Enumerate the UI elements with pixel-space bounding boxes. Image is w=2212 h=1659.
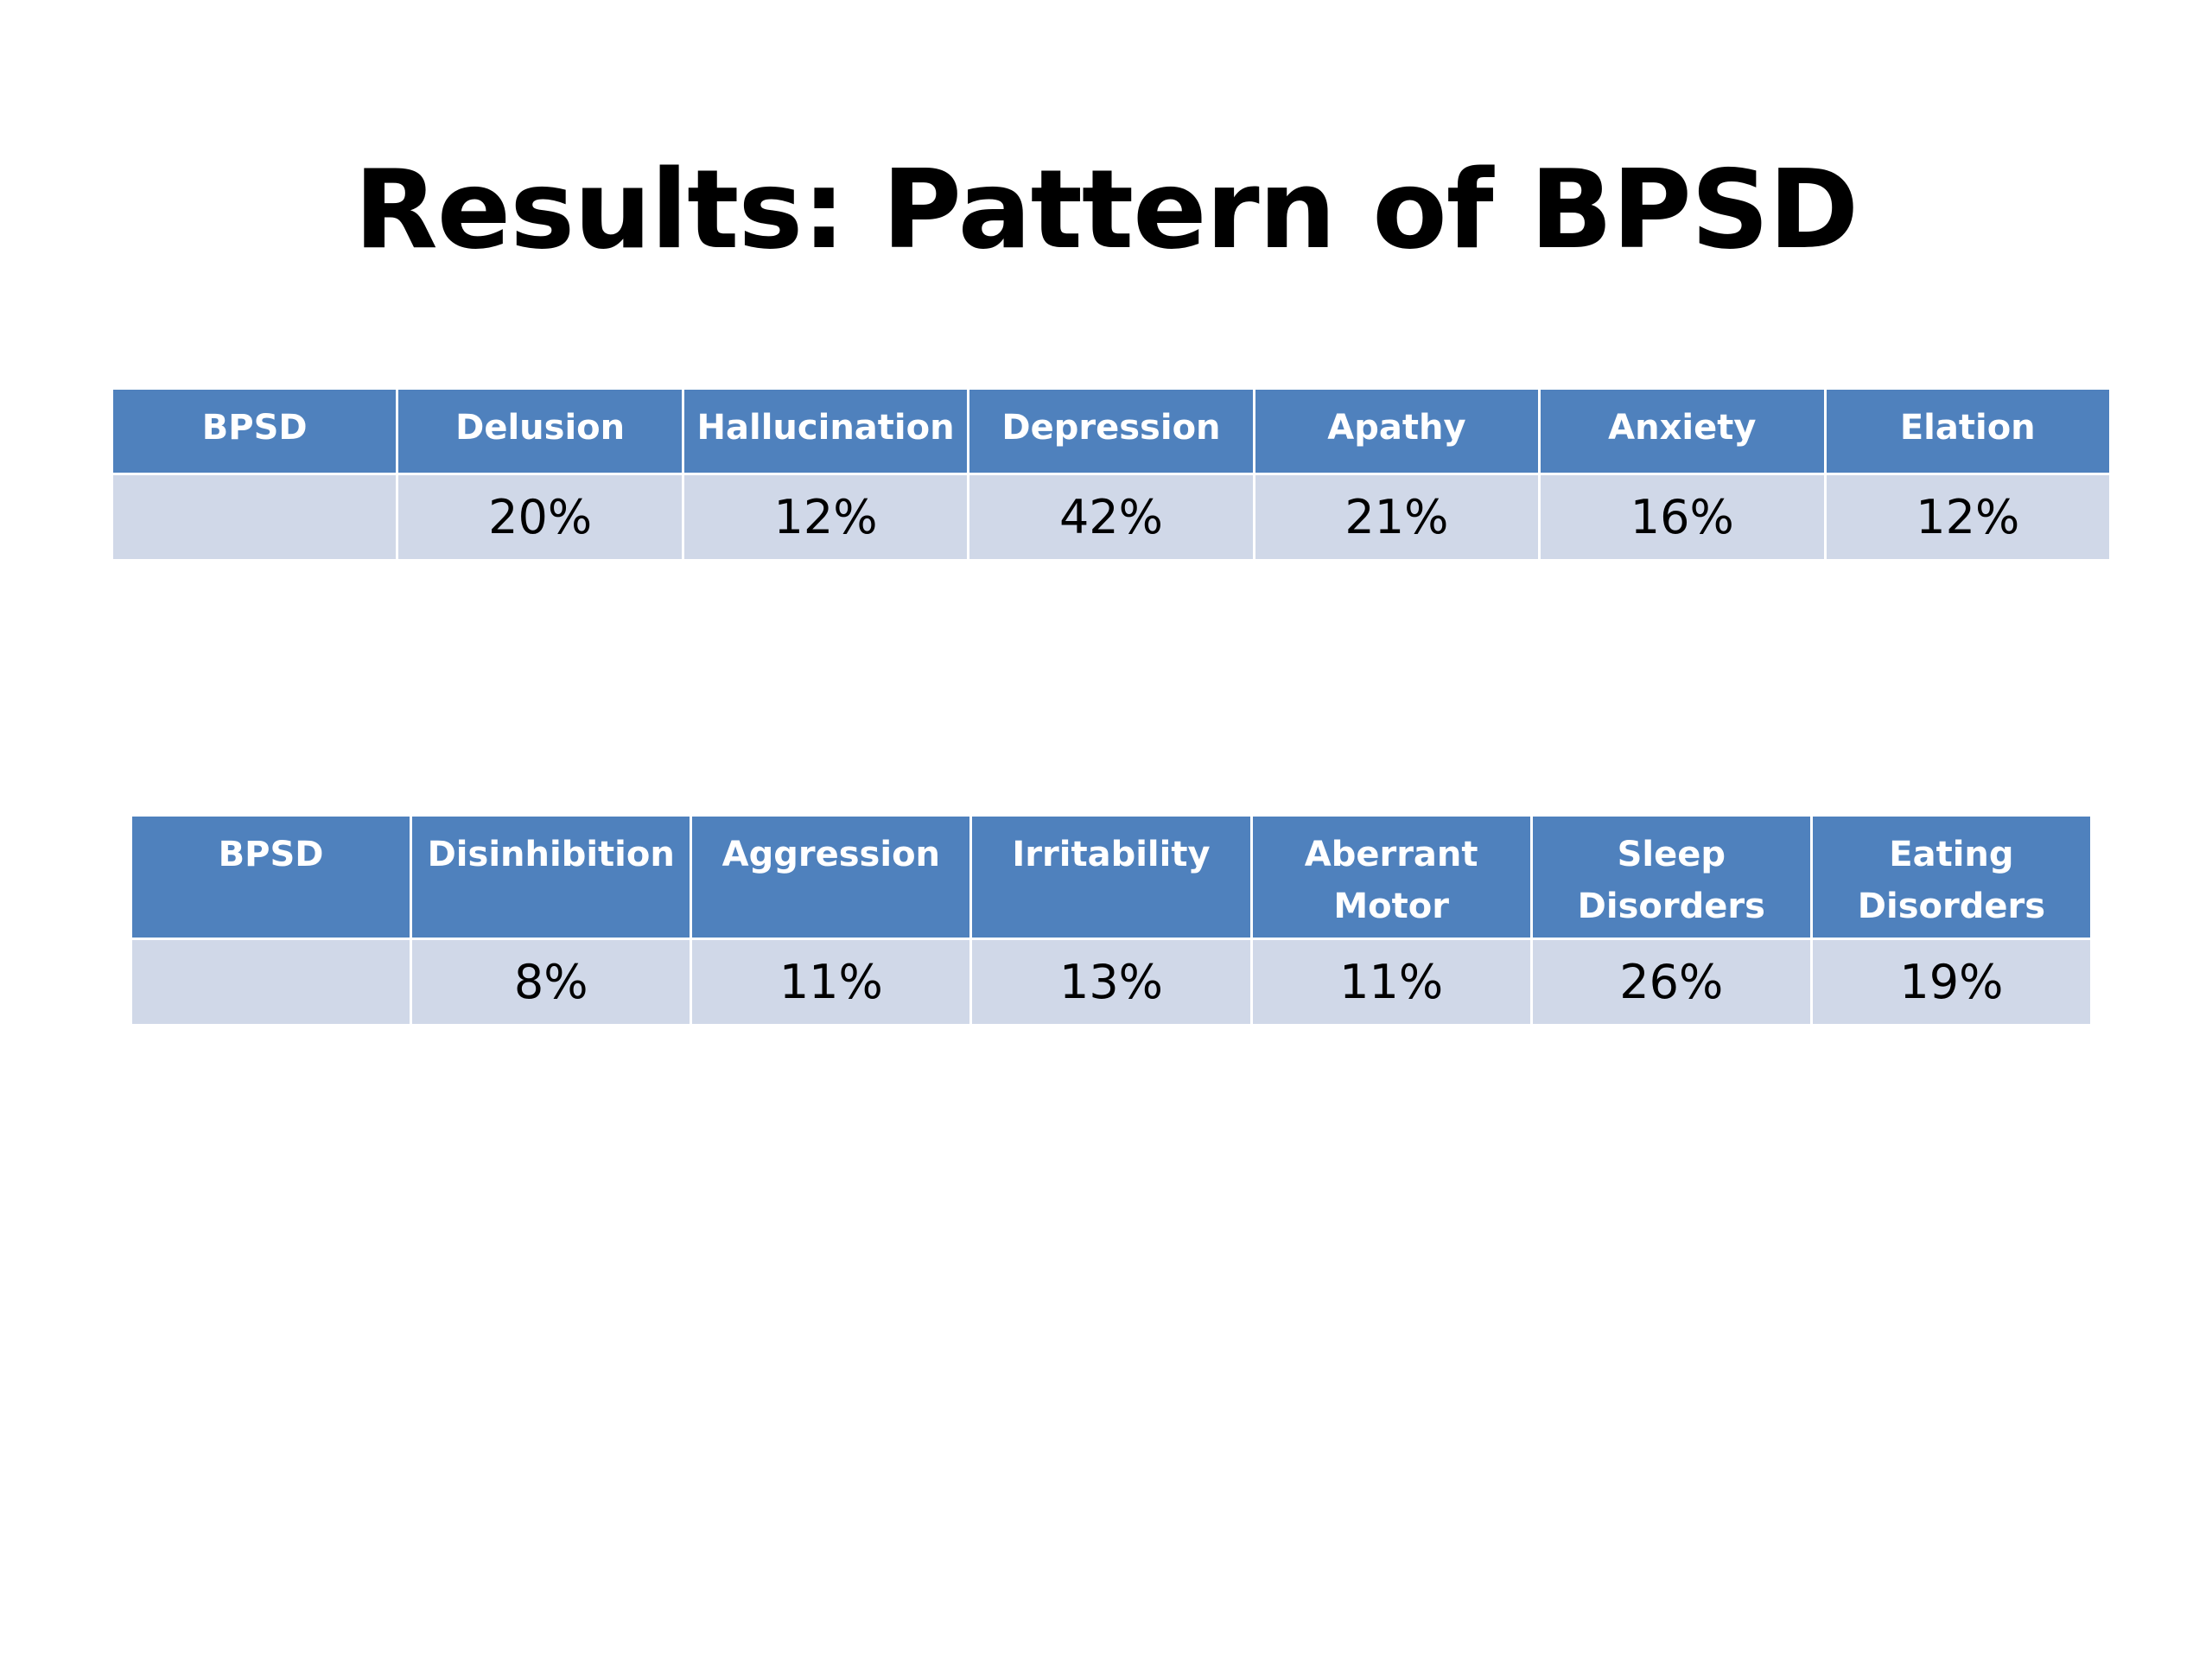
value-cell-depression: 42% (969, 475, 1253, 559)
header-cell-irritability: Irritability (972, 817, 1250, 938)
value-cell-bpsd (113, 475, 397, 559)
bpsd-table-2: BPSD Disinhibition Aggression Irritabili… (130, 814, 2093, 1027)
header-cell-bpsd: BPSD (132, 817, 410, 938)
header-cell-bpsd: BPSD (113, 390, 397, 473)
header-cell-apathy: Apathy (1255, 390, 1539, 473)
table-header-row: BPSD Delusion Hallucination Depression A… (113, 390, 2109, 473)
header-cell-disinhibition: Disinhibition (412, 817, 690, 938)
value-cell-bpsd (132, 940, 410, 1024)
value-cell-hallucination: 12% (683, 475, 968, 559)
value-cell-disinhibition: 8% (412, 940, 690, 1024)
table-row: 20% 12% 42% 21% 16% 12% (113, 475, 2109, 559)
header-cell-aberrant-motor: Aberrant Motor (1252, 817, 1530, 938)
header-cell-anxiety: Anxiety (1541, 390, 1824, 473)
bpsd-table-1: BPSD Delusion Hallucination Depression A… (111, 387, 2112, 562)
value-cell-eating-disorders: 19% (1812, 940, 2090, 1024)
value-cell-irritability: 13% (972, 940, 1250, 1024)
header-cell-sleep-disorders: Sleep Disorders (1532, 817, 1810, 938)
value-cell-aberrant-motor: 11% (1252, 940, 1530, 1024)
slide-title: Results: Pattern of BPSD (353, 146, 1859, 273)
value-cell-aggression: 11% (692, 940, 970, 1024)
value-cell-delusion: 20% (398, 475, 682, 559)
value-cell-sleep-disorders: 26% (1532, 940, 1810, 1024)
header-cell-depression: Depression (969, 390, 1253, 473)
value-cell-apathy: 21% (1255, 475, 1539, 559)
table-header-row: BPSD Disinhibition Aggression Irritabili… (132, 817, 2090, 938)
value-cell-anxiety: 16% (1541, 475, 1824, 559)
value-cell-elation: 12% (1826, 475, 2109, 559)
header-cell-eating-disorders: Eating Disorders (1812, 817, 2090, 938)
header-cell-aggression: Aggression (692, 817, 970, 938)
header-cell-elation: Elation (1826, 390, 2109, 473)
table-row: 8% 11% 13% 11% 26% 19% (132, 940, 2090, 1024)
header-cell-delusion: Delusion (398, 390, 682, 473)
header-cell-hallucination: Hallucination (683, 390, 968, 473)
